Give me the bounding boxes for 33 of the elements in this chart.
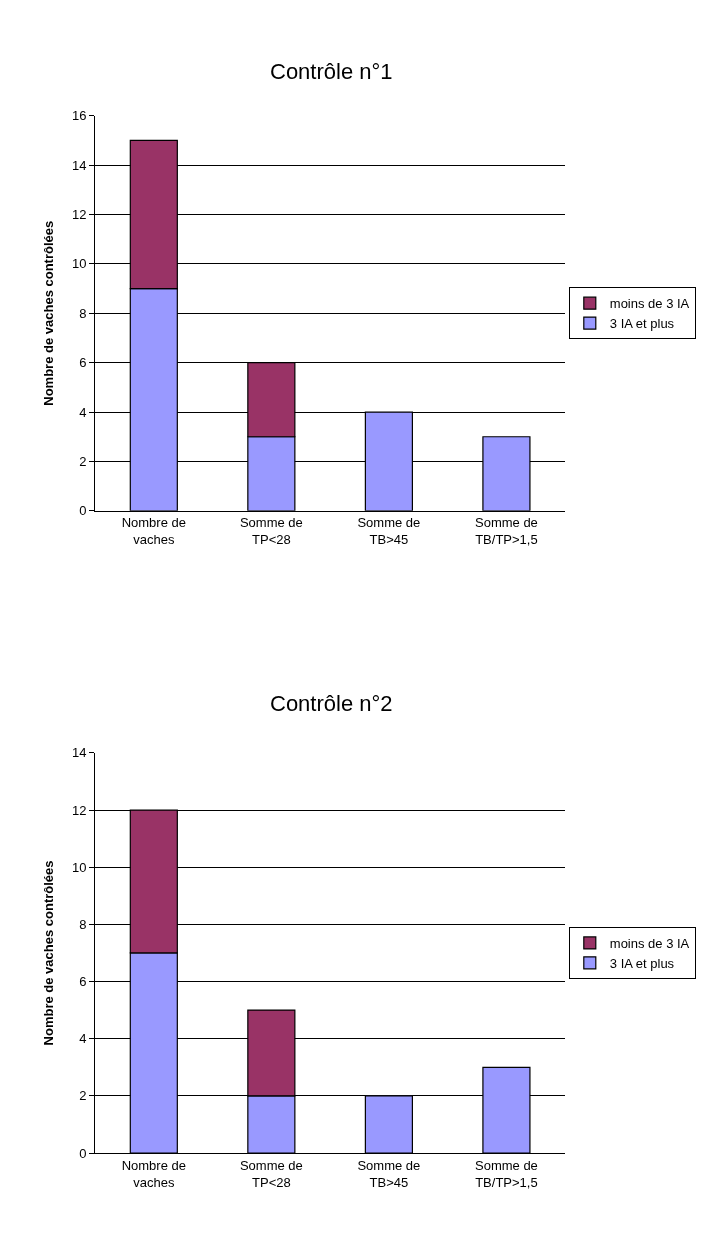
x-tick-label: Somme de TB>45 [357,515,421,548]
legend-label: 3 IA et plus [609,316,675,332]
y-tick-label: 14 [71,745,87,761]
y-tick-label: 2 [79,454,87,469]
y-tick-label: 12 [71,802,87,818]
y-tick-label: 4 [79,404,87,420]
y-tick-label: 12 [71,207,87,223]
y-tick-label: 14 [71,157,87,173]
y-axis-title: Nombre de vaches contrôlées [40,860,56,1046]
y-tick-label: 2 [79,1088,87,1104]
chart-title: Contrôle n°1 [270,59,393,84]
x-tick-label: Nombre de vaches [121,515,186,548]
x-tick-label: Somme de TP<28 [239,1157,303,1190]
y-tick-label: 4 [79,1031,87,1047]
y-tick-label: 0 [79,1145,87,1161]
x-tick-label: Nombre de vaches [121,1157,186,1190]
x-tick-label: Somme de TP<28 [239,515,303,548]
y-axis-title: Nombre de vaches contrôlées [40,220,56,406]
y-tick-label: 8 [79,305,87,321]
x-tick-label: Somme de TB/TP>1,5 [474,515,538,548]
legend-label: moins de 3 IA [609,296,690,312]
chart-title: Contrôle n°2 [270,691,393,716]
y-tick-label: 10 [71,256,87,272]
x-tick-label: Somme de TB/TP>1,5 [474,1157,538,1190]
y-tick-label: 16 [71,108,87,124]
legend-label: moins de 3 IA [609,935,690,951]
y-tick-label: 8 [79,916,87,932]
y-tick-label: 10 [71,859,87,875]
y-tick-label: 6 [79,355,87,371]
x-tick-label: Somme de TB>45 [357,1157,421,1190]
y-tick-label: 6 [79,974,87,990]
legend-label: 3 IA et plus [609,955,675,971]
y-tick-label: 0 [79,503,87,519]
